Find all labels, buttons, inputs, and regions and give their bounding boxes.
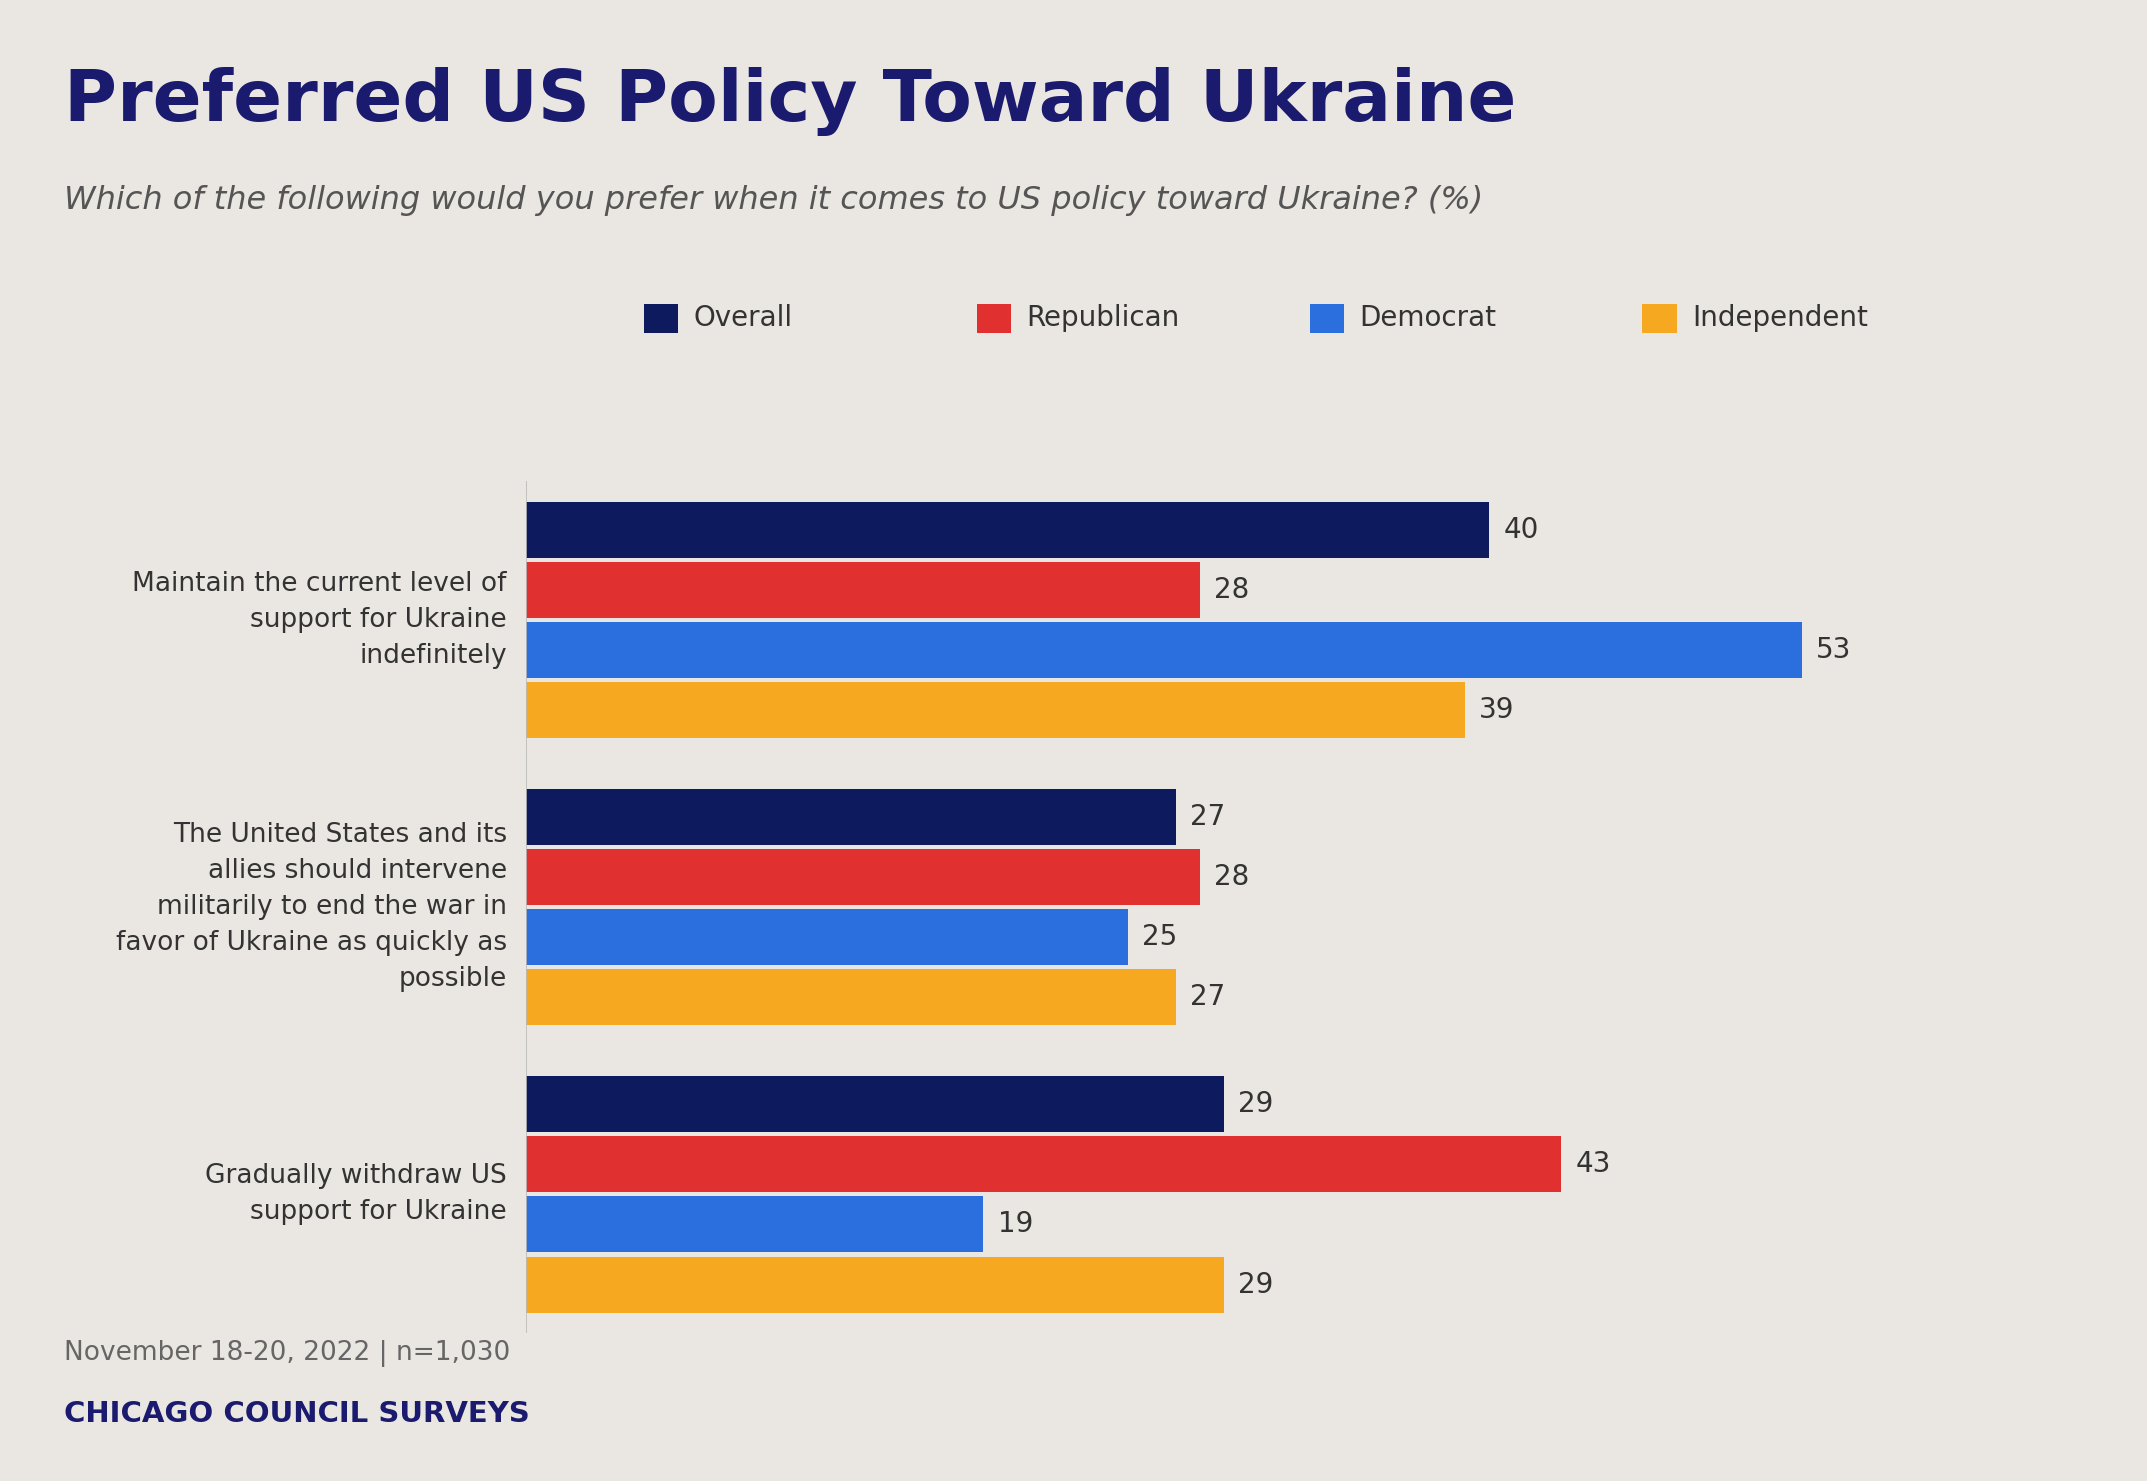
Bar xyxy=(526,561,1200,618)
Bar xyxy=(526,1256,1224,1312)
Text: The United States and its
allies should intervene
militarily to end the war in
f: The United States and its allies should … xyxy=(116,822,507,992)
Text: Overall: Overall xyxy=(693,305,792,332)
Text: 27: 27 xyxy=(1189,803,1226,831)
Text: 43: 43 xyxy=(1576,1151,1610,1179)
Bar xyxy=(526,1197,983,1253)
Text: Preferred US Policy Toward Ukraine: Preferred US Policy Toward Ukraine xyxy=(64,67,1516,136)
Text: 29: 29 xyxy=(1239,1090,1273,1118)
Text: 28: 28 xyxy=(1215,576,1250,604)
Text: 29: 29 xyxy=(1239,1271,1273,1299)
Bar xyxy=(526,1077,1224,1133)
Bar xyxy=(526,1136,1561,1192)
Text: Which of the following would you prefer when it comes to US policy toward Ukrain: Which of the following would you prefer … xyxy=(64,185,1484,216)
Text: Independent: Independent xyxy=(1692,305,1868,332)
Text: Gradually withdraw US
support for Ukraine: Gradually withdraw US support for Ukrain… xyxy=(204,1164,507,1225)
Text: 27: 27 xyxy=(1189,983,1226,1012)
Bar xyxy=(526,969,1177,1025)
Text: 39: 39 xyxy=(1479,696,1514,724)
Bar xyxy=(526,502,1488,558)
Text: 53: 53 xyxy=(1816,635,1851,663)
Bar xyxy=(526,681,1464,738)
Text: Democrat: Democrat xyxy=(1359,305,1496,332)
Bar xyxy=(526,622,1801,678)
Bar xyxy=(526,789,1177,846)
Text: CHICAGO COUNCIL SURVEYS: CHICAGO COUNCIL SURVEYS xyxy=(64,1400,530,1428)
Text: Maintain the current level of
support for Ukraine
indefinitely: Maintain the current level of support fo… xyxy=(133,570,507,669)
Text: 19: 19 xyxy=(998,1210,1033,1238)
Text: 40: 40 xyxy=(1503,515,1539,544)
Text: 25: 25 xyxy=(1142,923,1177,951)
Text: Republican: Republican xyxy=(1026,305,1179,332)
Bar xyxy=(526,909,1127,966)
Bar xyxy=(526,849,1200,905)
Text: November 18-20, 2022 | n=1,030: November 18-20, 2022 | n=1,030 xyxy=(64,1340,511,1367)
Text: 28: 28 xyxy=(1215,863,1250,892)
